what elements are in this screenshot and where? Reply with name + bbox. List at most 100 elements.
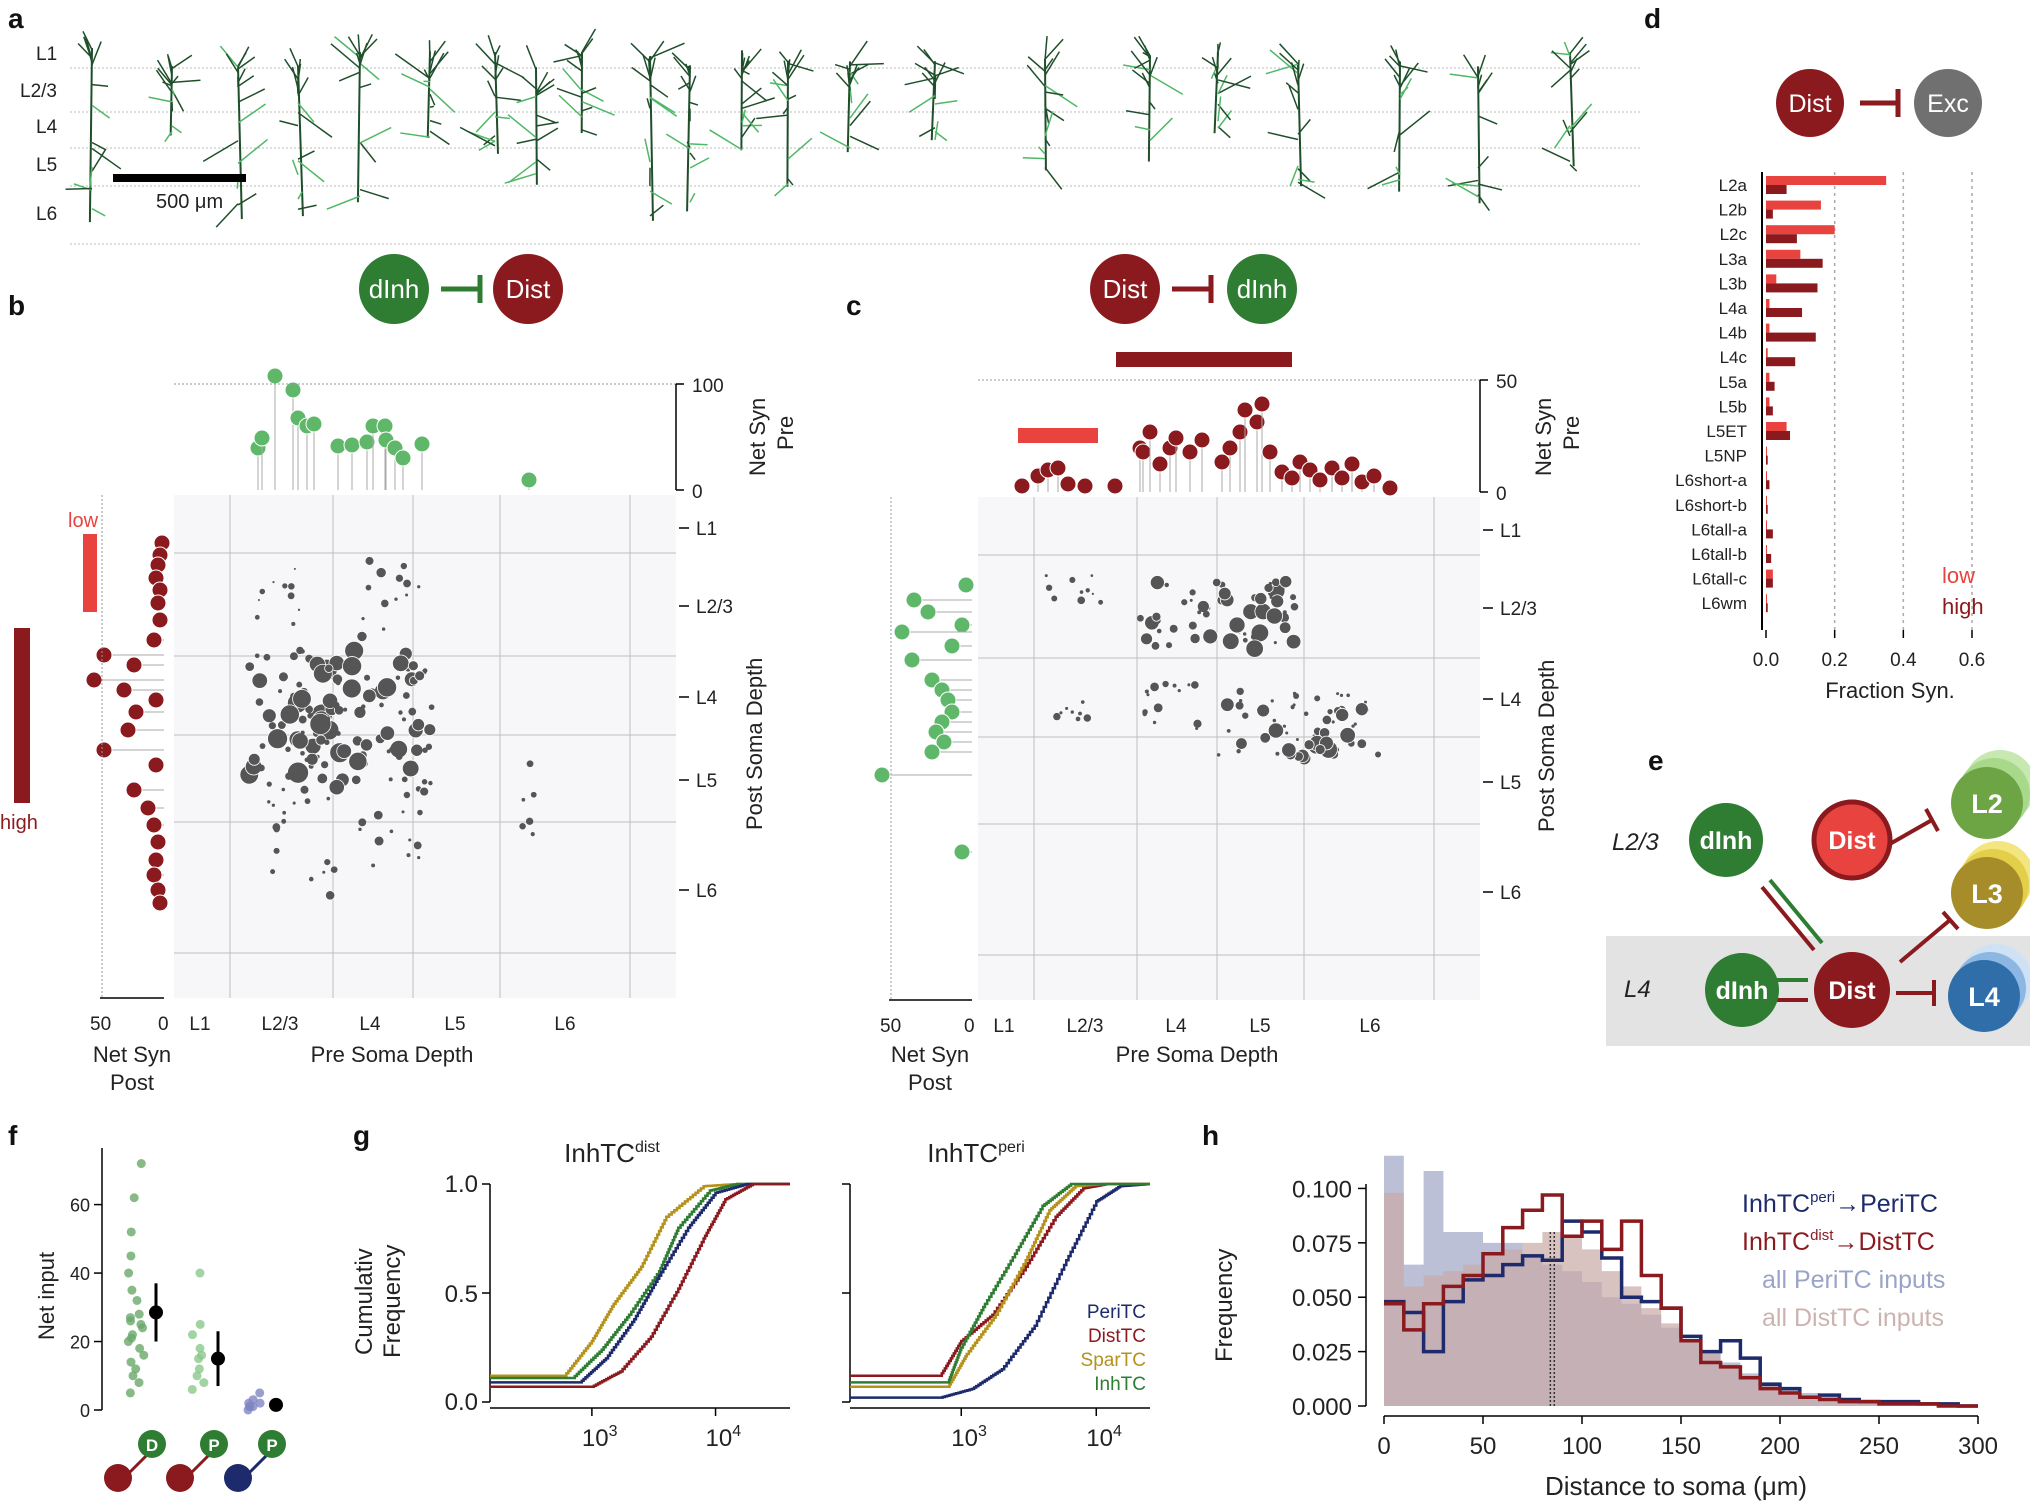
bar-low [1766, 471, 1767, 481]
y-tick-label: 60 [70, 1196, 90, 1216]
connection-dot [1177, 688, 1181, 693]
connection-dot [351, 774, 362, 786]
neuron-branch [535, 114, 557, 124]
neuron-branch [934, 100, 958, 105]
x-tick-label: 200 [1760, 1433, 1800, 1460]
pre-dist-node-2 [166, 1464, 194, 1492]
neuron-branch [475, 111, 496, 133]
lollipop-head [953, 616, 971, 634]
lollipop-head [85, 671, 103, 689]
connection-dot [1188, 621, 1197, 630]
left-axis-title-1: Net Syn [93, 1042, 171, 1067]
scatter-points [123, 1159, 283, 1415]
connection-dot [398, 710, 403, 715]
neuron-dendrite [429, 40, 446, 63]
bar-low [1766, 274, 1777, 284]
connection-dot [1339, 727, 1356, 744]
connection-dot [401, 759, 420, 778]
dist-l4-node [1814, 952, 1890, 1028]
neuron-trunk [1044, 58, 1047, 171]
neuron-dendrite [671, 52, 691, 71]
connection-dot [1044, 574, 1048, 578]
neuron-trunk [786, 60, 789, 187]
connection-dot [1267, 722, 1285, 739]
connection-dot [1263, 582, 1274, 593]
neuron-dendrite [1026, 64, 1046, 87]
connection-dot [292, 801, 296, 805]
neuron-branch [1217, 110, 1232, 129]
exc-node-label: Exc [1927, 90, 1969, 118]
connection-dot [1256, 703, 1271, 718]
top-marginal-lollipops [249, 367, 538, 490]
connection-dot [263, 653, 271, 661]
neuron-branch [91, 141, 106, 150]
connection-dot [296, 681, 303, 688]
lollipop-head [127, 703, 145, 721]
neuron-dendrite [284, 58, 299, 80]
connection-dot [1221, 632, 1240, 650]
dinh-l23-node [1689, 803, 1763, 877]
top-axis-tick-min: 0 [692, 482, 703, 503]
data-point [255, 1398, 265, 1408]
connection-dot [285, 772, 293, 780]
neuron-dendrite [1027, 56, 1046, 72]
category-label: L2a [1719, 176, 1748, 195]
pre-dist-node [104, 1464, 132, 1492]
connection-dot [288, 583, 295, 590]
y-axis-title: Net input [34, 1252, 59, 1340]
neuron-branch [89, 166, 93, 189]
connection-dot [1165, 642, 1173, 649]
connection-dot [300, 750, 305, 756]
lollipop-head [520, 471, 538, 489]
neuron-branch [1569, 103, 1593, 130]
neuron-branch [689, 101, 699, 106]
right-axis-title: Post Soma Depth [1534, 660, 1559, 832]
connection-dot [428, 780, 433, 786]
category-label: L6tall-b [1691, 545, 1747, 564]
connection-dot [1259, 732, 1271, 744]
connection-dot [1290, 594, 1297, 601]
category-label: L6tall-c [1692, 570, 1747, 589]
connection-dot [371, 863, 376, 868]
lollipop-head [145, 631, 163, 649]
neuron-branch [171, 88, 175, 96]
layer-label: L2/3 [20, 81, 57, 102]
connection-dot [292, 776, 298, 782]
right-axis-ticks: L1 L2/3 L4 L5 L6 [679, 519, 733, 902]
connection-dot [325, 716, 331, 722]
neuron-dendrite [155, 69, 173, 93]
left-axis-title-2: Post [908, 1070, 952, 1095]
category-label: L6short-b [1675, 496, 1747, 515]
neuron-dendrite [581, 28, 597, 53]
panel-a: a L1 L2/3 L4 L5 L6 500 μm [8, 3, 1640, 245]
neuron-dendrite [630, 42, 651, 63]
connection-dot [259, 743, 266, 749]
connection-dot [278, 671, 289, 683]
neuron-dendrite [297, 63, 302, 82]
connection-dot [335, 731, 341, 736]
badge-d: D [146, 1436, 158, 1455]
neuron-trunk [169, 66, 173, 136]
gridlines [1833, 172, 1973, 630]
connection-dot [291, 621, 296, 626]
post-peri-node [200, 1430, 228, 1458]
neuron-dendrite [1399, 62, 1419, 87]
connection-dot [1189, 598, 1193, 602]
neuron-branch [849, 100, 871, 127]
connection-dot [410, 743, 424, 757]
neuron-dendrite [521, 76, 537, 90]
connection-dot [270, 869, 276, 875]
legend-all-disttc: all DistTC inputs [1762, 1304, 1944, 1332]
matrix-background [174, 495, 676, 998]
cdf-line [850, 1182, 1150, 1388]
connection-dot [1351, 724, 1355, 728]
connection-dot [400, 562, 408, 570]
connection-dot [1212, 577, 1222, 588]
connection-dot [251, 672, 268, 689]
connection-dot [395, 574, 404, 582]
connection-dot [401, 810, 405, 814]
x-tick-label: L6 [554, 1014, 575, 1035]
neuron-dendrite [167, 55, 173, 69]
bar-high [1766, 504, 1768, 514]
neuron-branch [1022, 156, 1046, 160]
